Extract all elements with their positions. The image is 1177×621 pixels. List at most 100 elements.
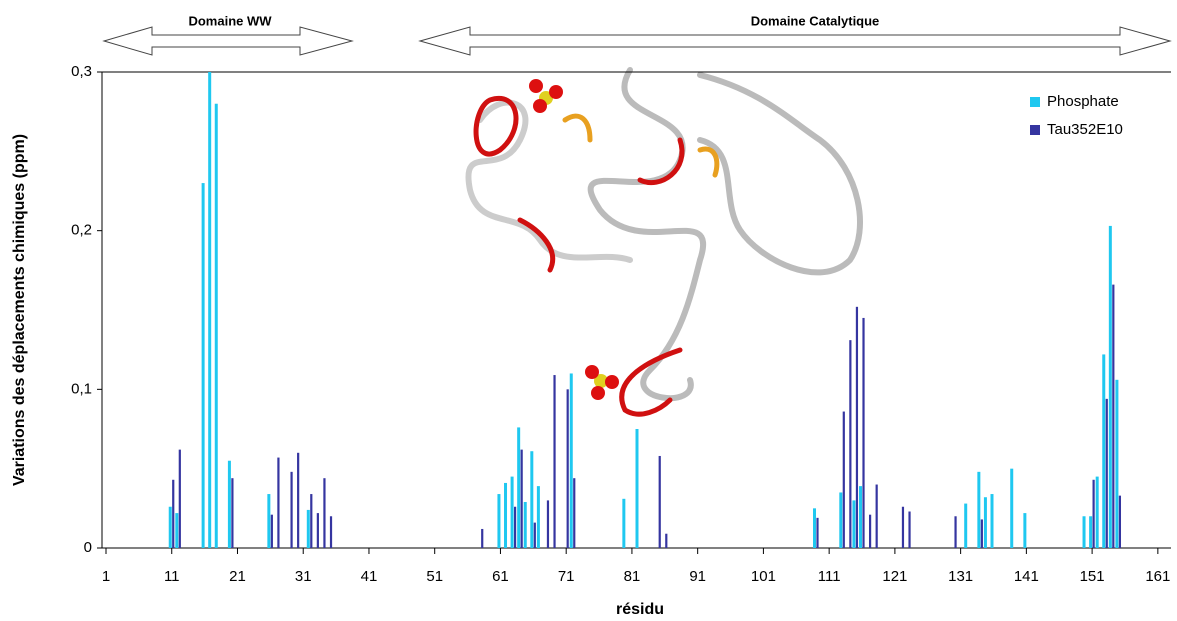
bar [231, 478, 234, 548]
bar [517, 427, 521, 548]
bar [813, 508, 816, 548]
annotation: Domaine WW [188, 13, 272, 28]
bar [497, 494, 501, 548]
y-tick-label: 0,2 [71, 222, 92, 239]
x-tick-label: 41 [361, 568, 378, 585]
bar [1118, 495, 1122, 548]
bar [523, 501, 527, 548]
x-tick-label: 131 [948, 568, 973, 585]
bar [852, 500, 856, 548]
bar [536, 486, 540, 548]
bar [227, 460, 231, 548]
bar [481, 528, 484, 548]
bar [1105, 398, 1108, 548]
bar [1010, 468, 1014, 548]
bar [954, 516, 957, 548]
y-axis-title: Variations des déplacements chimiques (p… [11, 134, 28, 486]
bar [175, 513, 179, 548]
bar [908, 511, 911, 548]
legend-swatch [1030, 125, 1040, 135]
bar [316, 513, 319, 548]
annotation: Domaine Catalytique [751, 13, 880, 28]
bar [901, 506, 905, 548]
bar [1089, 516, 1093, 548]
x-tick-label: 71 [558, 568, 575, 585]
bar [566, 389, 569, 548]
bar [530, 451, 534, 548]
bar [172, 479, 175, 548]
bar [964, 503, 968, 548]
y-tick-label: 0,3 [71, 63, 92, 80]
x-tick-label: 61 [492, 568, 509, 585]
bar [849, 340, 852, 548]
bar [816, 517, 819, 548]
bar [859, 486, 863, 548]
bar [868, 514, 872, 548]
legend-swatch [1030, 97, 1040, 107]
bar [306, 509, 310, 548]
bar [1023, 513, 1027, 548]
x-tick-label: 31 [295, 568, 312, 585]
bar [1112, 284, 1115, 548]
bar [983, 497, 987, 548]
bar [504, 482, 508, 548]
bar [270, 514, 273, 548]
bar [277, 457, 280, 548]
bar [520, 449, 523, 548]
x-tick-label: 121 [882, 568, 907, 585]
x-tick-label: 91 [689, 568, 706, 585]
bar [862, 317, 865, 548]
y-tick-label: 0 [84, 539, 92, 556]
x-tick-label: 151 [1080, 568, 1105, 585]
bar [977, 471, 981, 548]
bar [290, 471, 293, 548]
x-tick-label: 101 [751, 568, 776, 585]
x-axis-title: résidu [616, 601, 664, 618]
bar [553, 375, 556, 548]
x-tick-label: 161 [1145, 568, 1170, 585]
bar [622, 498, 626, 548]
bar [310, 494, 313, 548]
bar [980, 519, 983, 548]
bar [533, 522, 536, 548]
bar [201, 183, 205, 549]
ww-arrow [102, 26, 354, 56]
bar [178, 449, 181, 548]
x-tick-label: 11 [164, 568, 180, 585]
x-tick-label: 51 [426, 568, 443, 585]
bar [1102, 354, 1106, 548]
bar [1082, 516, 1086, 548]
bar [573, 478, 576, 548]
bar [1092, 479, 1095, 548]
bar [513, 506, 517, 548]
bar [990, 494, 994, 548]
bar [329, 516, 333, 548]
bar [875, 484, 878, 548]
x-tick-label: 1 [102, 568, 110, 585]
bar [842, 411, 845, 548]
bar [855, 306, 859, 548]
x-tick-label: 141 [1014, 568, 1039, 585]
legend-label: Phosphate [1047, 93, 1119, 110]
bar [510, 476, 514, 548]
y-tick-label: 0,1 [71, 380, 92, 397]
bar [214, 103, 218, 548]
bar [208, 72, 212, 548]
bar [267, 494, 271, 548]
legend-label: Tau352E10 [1047, 121, 1123, 138]
x-tick-label: 21 [229, 568, 246, 585]
x-tick-label: 111 [818, 568, 841, 585]
catalytic-arrow [418, 26, 1172, 56]
bar [658, 455, 661, 548]
bar [1115, 379, 1119, 548]
bar [1108, 225, 1112, 548]
bar [297, 452, 300, 548]
bar [839, 492, 843, 548]
bar [168, 506, 172, 548]
bar [569, 373, 573, 548]
x-tick-label: 81 [624, 568, 641, 585]
bar [1095, 476, 1099, 548]
bar [665, 533, 668, 548]
